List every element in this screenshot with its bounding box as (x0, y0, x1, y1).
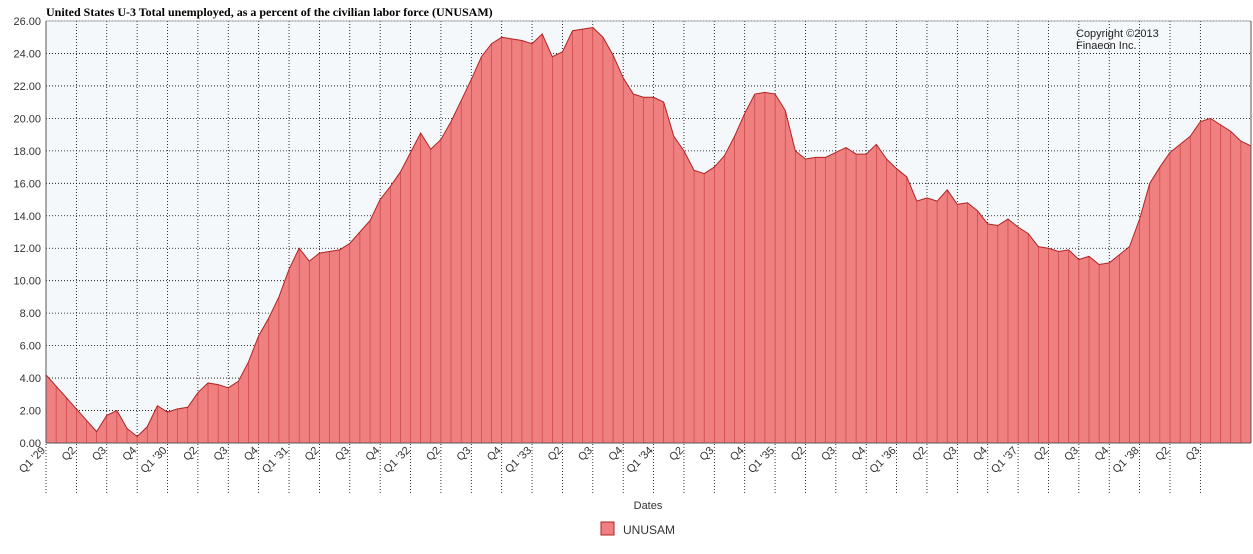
x-tick-label: Q1 '36 (868, 445, 899, 476)
x-tick-label: Q3 (819, 445, 838, 464)
x-tick-label: Q4 (849, 445, 868, 464)
x-tick-label: Q4 (120, 445, 139, 464)
y-tick-label: 6.00 (20, 341, 41, 353)
x-tick-label: Q1 '30 (138, 445, 169, 476)
legend: UNUSAM (600, 521, 675, 537)
x-tick-label: Q4 (971, 445, 990, 464)
x-tick-label: Q1 '34 (625, 445, 656, 476)
y-tick-label: 14.00 (13, 211, 41, 223)
x-tick-label: Q2 (424, 445, 443, 464)
x-tick-label: Q2 (789, 445, 808, 464)
x-tick-label: Q3 (455, 445, 474, 464)
x-tick-label: Q3 (1184, 445, 1203, 464)
area-fill (46, 27, 1251, 444)
y-tick-label: 26.00 (13, 16, 41, 28)
x-tick-label: Q2 (1153, 445, 1172, 464)
x-tick-label: Q4 (485, 445, 504, 464)
x-tick-label: Q2 (303, 445, 322, 464)
x-tick-label: Q4 (606, 445, 625, 464)
x-tick-label: Q2 (667, 445, 686, 464)
y-tick-label: 24.00 (13, 48, 41, 60)
y-tick-label: 10.00 (13, 276, 41, 288)
area-series (45, 26, 1252, 444)
x-tick-label: Q4 (242, 445, 261, 464)
x-tick-label: Q4 (728, 445, 747, 464)
y-tick-label: 12.00 (13, 243, 41, 255)
y-tick-label: 16.00 (13, 178, 41, 190)
y-tick-label: 18.00 (13, 146, 41, 158)
x-axis-ticks: Q1 '29 Q2 Q3 Q4 Q1 '30 Q2 Q3 Q4 Q1 '31 Q2 Q3 Q4 Q1 '… (17, 445, 1203, 476)
x-tick-label: Q3 (333, 445, 352, 464)
x-tick-label: Q2 (181, 445, 200, 464)
legend-label: UNUSAM (623, 523, 675, 537)
y-tick-label: 22.00 (13, 81, 41, 93)
x-axis-label: Dates (634, 500, 663, 512)
x-tick-label: Q1 '38 (1111, 445, 1142, 476)
x-tick-label: Q3 (941, 445, 960, 464)
series-line (45, 26, 1252, 438)
y-tick-label: 4.00 (20, 373, 41, 385)
legend-swatch (600, 521, 615, 536)
x-tick-label: Q3 (576, 445, 595, 464)
x-tick-label: Q1 '37 (989, 445, 1020, 476)
copyright-line-2: Finaeon Inc. (1076, 40, 1137, 52)
y-tick-label: 8.00 (20, 308, 41, 320)
x-tick-label: Q4 (363, 445, 382, 464)
x-tick-label: Q1 '31 (260, 445, 291, 476)
y-tick-label: 0.00 (20, 438, 41, 450)
x-tick-label: Q1 '35 (746, 445, 777, 476)
x-tick-label: Q1 '32 (381, 445, 412, 476)
y-axis-ticks: 0.00 2.00 4.00 6.00 8.00 10.00 12.00 14.00 16.00… (13, 16, 41, 450)
x-tick-label: Q3 (1062, 445, 1081, 464)
x-tick-label: Q2 (1032, 445, 1051, 464)
x-tick-label: Q2 (910, 445, 929, 464)
y-tick-label: 20.00 (13, 113, 41, 125)
axes (45, 20, 1252, 444)
x-tick-label: Q2 (546, 445, 565, 464)
x-tick-label: Q2 (60, 445, 79, 464)
x-tick-label: Q3 (698, 445, 717, 464)
x-tick-label: Q3 (90, 445, 109, 464)
x-tick-label: Q3 (212, 445, 231, 464)
chart-title: United States U-3 Total unemployed, as a… (46, 5, 493, 19)
x-tick-label: Q4 (1092, 445, 1111, 464)
y-tick-label: 2.00 (20, 406, 41, 418)
x-tick-label: Q1 '33 (503, 445, 534, 476)
copyright-line-1: Copyright ©2013 (1076, 28, 1159, 40)
